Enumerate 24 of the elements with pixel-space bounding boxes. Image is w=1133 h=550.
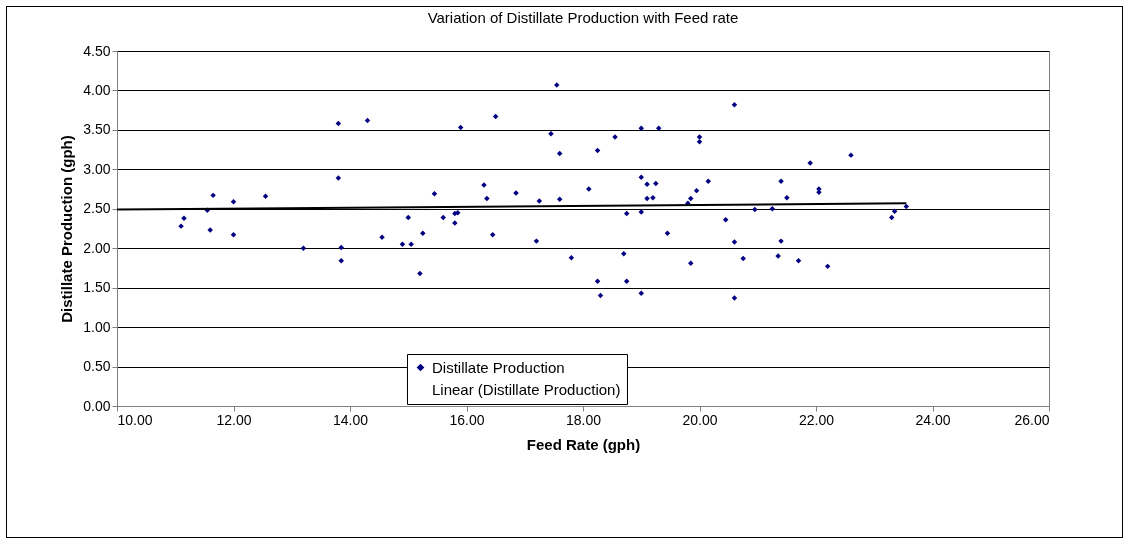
- chart-title: Variation of Distillate Production with Feed rate: [427, 9, 739, 26]
- y-tick-label: 4.00: [83, 81, 111, 98]
- y-tick-label: 3.50: [83, 121, 111, 138]
- y-tick-label: 0.00: [83, 397, 111, 414]
- x-tick-label: 20.00: [682, 411, 718, 428]
- x-tick-label: 22.00: [798, 411, 835, 428]
- y-tick-label: 3.00: [83, 160, 111, 177]
- legend-label: Distillate Production: [432, 358, 565, 376]
- text: Linear (Distillate Production): [432, 380, 621, 398]
- y-tick-label: 2.50: [83, 200, 111, 217]
- x-tick-label: 14.00: [332, 411, 369, 428]
- x-tick-label: 10.00: [117, 411, 153, 428]
- x-tick-label: 12.00: [216, 411, 252, 428]
- x-tick-label: 26.00: [1014, 411, 1050, 428]
- y-axis-title: Distillate Production (gph): [58, 135, 76, 323]
- y-tick-label: 1.00: [83, 318, 111, 335]
- y-tick-label: 1.50: [83, 279, 111, 296]
- y-tick-label: 4.50: [83, 42, 111, 59]
- y-tick-label: 2.00: [83, 239, 111, 256]
- x-tick-label: 24.00: [915, 411, 951, 428]
- x-axis-title: Feed Rate (gph): [526, 435, 641, 453]
- y-tick-label: 0.50: [83, 358, 111, 375]
- x-tick-label: 16.00: [449, 411, 485, 428]
- x-tick-label: 18.00: [565, 411, 602, 428]
